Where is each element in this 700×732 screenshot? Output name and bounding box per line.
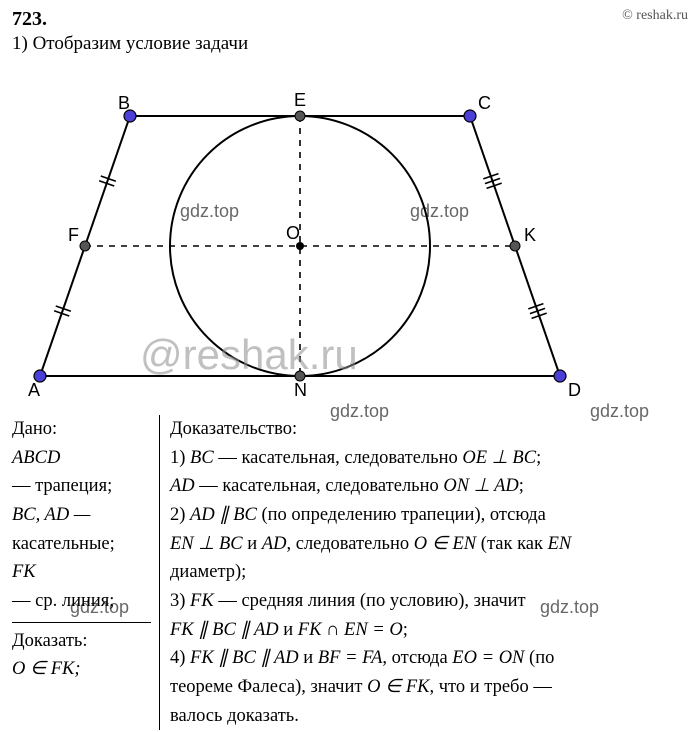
- svg-text:N: N: [294, 380, 307, 400]
- diagram-svg: A B C D E N F K O: [0, 61, 700, 411]
- given-trap: — трапеция;: [12, 472, 151, 501]
- given-bcad: BC, AD —: [12, 505, 90, 525]
- proof-line-4: EN ⊥ BC и AD, следовательно O ∈ EN (так …: [170, 530, 688, 559]
- svg-text:F: F: [68, 225, 79, 245]
- svg-text:B: B: [118, 93, 130, 113]
- given-fk: FK: [12, 562, 36, 582]
- proof-line-2: AD — касательная, следовательно ON ⊥ AD;: [170, 472, 688, 501]
- proof-line-5: диаметр);: [170, 558, 688, 587]
- proof-column: Доказательство: 1) BC — касательная, сле…: [160, 415, 688, 730]
- divider: [12, 622, 151, 623]
- proof-line-3: 2) AD ∥ BC (по определению трапеции), от…: [170, 501, 688, 530]
- given-column: Дано: ABCD — трапеция; BC, AD — касатель…: [12, 415, 160, 730]
- geometry-diagram: ABCDENFKO gdz.topgdz.topgdz.topgdz.top@r…: [0, 61, 700, 411]
- proof-line-8: 4) FK ∥ BC ∥ AD и BF = FA, отсюда EO = O…: [170, 644, 688, 673]
- proof-line-10: валось доказать.: [170, 702, 688, 731]
- prove-line: O ∈ FK;: [12, 659, 81, 679]
- svg-text:O: O: [286, 223, 300, 243]
- svg-text:E: E: [294, 90, 306, 110]
- given-title: Дано:: [12, 415, 151, 444]
- subtitle: 1) Отобразим условие задачи: [0, 33, 700, 61]
- given-tangent: касательные;: [12, 530, 151, 559]
- proof-line-1: 1) BC — касательная, следовательно OE ⊥ …: [170, 444, 688, 473]
- proof-line-7: FK ∥ BC ∥ AD и FK ∩ EN = O;: [170, 616, 688, 645]
- svg-text:A: A: [28, 380, 40, 400]
- given-midline: — ср. линия;: [12, 587, 151, 616]
- proof-line-6: 3) FK — средняя линия (по условию), знач…: [170, 587, 688, 616]
- prove-title: Доказать:: [12, 627, 151, 656]
- proof-line-9: теореме Фалеса), значит O ∈ FK, что и тр…: [170, 673, 688, 702]
- given-abcd: ABCD: [12, 448, 60, 468]
- problem-number: 723.: [12, 8, 47, 31]
- svg-text:K: K: [524, 225, 536, 245]
- svg-text:D: D: [568, 380, 581, 400]
- proof-table: Дано: ABCD — трапеция; BC, AD — касатель…: [0, 411, 700, 730]
- site-credit: © reshak.ru: [622, 8, 688, 24]
- svg-text:C: C: [478, 93, 491, 113]
- proof-title: Доказательство:: [170, 415, 688, 444]
